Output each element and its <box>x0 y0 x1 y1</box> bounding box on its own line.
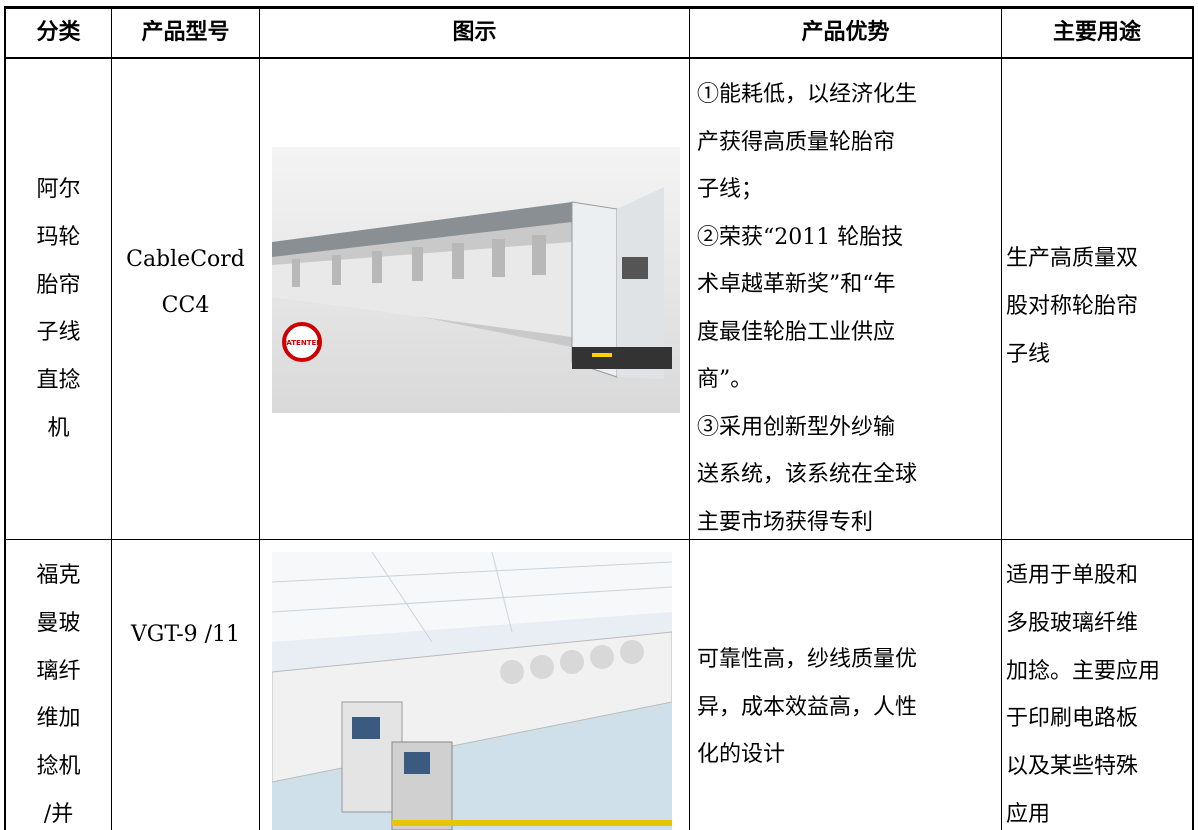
header-cell: 产品型号 <box>141 20 230 45</box>
category-line: 胎帘 <box>36 272 81 298</box>
category-line: 捻机 <box>36 754 81 780</box>
header-cell: 图示 <box>452 20 497 45</box>
usage-line: 应用 <box>1006 802 1051 827</box>
border <box>259 6 260 830</box>
usage-line: 加捻。主要应用 <box>1006 658 1161 684</box>
model-line: CableCord <box>126 247 245 272</box>
product-image: PATENTED <box>272 147 680 413</box>
advantage-line: 送系统，该系统在全球 <box>697 462 918 487</box>
advantage-line: 商”。 <box>697 367 753 392</box>
advantage-line: 术卓越革新奖”和“年 <box>697 272 896 297</box>
border <box>689 6 690 830</box>
usage-line: 以及某些特殊 <box>1006 754 1139 780</box>
advantage-line: 子线； <box>697 177 764 202</box>
border <box>4 57 1194 59</box>
usage-line: 生产高质量双 <box>1006 246 1139 271</box>
advantage-line: 主要市场获得专利 <box>697 509 874 535</box>
usage-line: 于印刷电路板 <box>1006 706 1139 732</box>
border <box>1192 6 1194 830</box>
advantage-line: ③采用创新型外纱输 <box>697 414 896 440</box>
category-line: 璃纤 <box>36 658 81 684</box>
model-line: VGT-9 /11 <box>130 622 241 647</box>
usage-line: 子线 <box>1006 341 1051 367</box>
header-cell: 产品优势 <box>801 20 890 45</box>
header-cell: 主要用途 <box>1052 20 1141 45</box>
usage-line: 股对称轮胎帘 <box>1006 293 1139 319</box>
category-line: 曼玻 <box>36 610 81 636</box>
category-line: 福克 <box>36 563 81 588</box>
border <box>4 539 1194 540</box>
advantage-line: ①能耗低，以经济化生 <box>697 82 918 107</box>
category-line: 直捻 <box>36 368 81 394</box>
category-line: 阿尔 <box>36 177 81 202</box>
border <box>1001 6 1002 830</box>
category-line: 机 <box>47 416 70 441</box>
category-line: 玛轮 <box>36 224 81 250</box>
image-label: PATENTED <box>282 339 322 347</box>
advantage-line: 产获得高质量轮胎帘 <box>697 129 896 155</box>
category-line: /并 <box>43 802 74 827</box>
product-image <box>272 552 672 830</box>
advantage-line: 度最佳轮胎工业供应 <box>697 319 896 345</box>
advantage-line: 化的设计 <box>697 742 786 767</box>
border <box>4 6 1194 9</box>
header-cell: 分类 <box>36 20 81 45</box>
advantage-line: ②荣获“2011 轮胎技 <box>697 224 904 250</box>
model-line: CC4 <box>161 293 210 318</box>
border <box>4 6 6 830</box>
category-line: 维加 <box>36 706 81 732</box>
advantage-line: 可靠性高，纱线质量优 <box>697 647 918 672</box>
usage-line: 适用于单股和 <box>1006 563 1139 588</box>
category-line: 子线 <box>36 320 81 346</box>
usage-line: 多股玻璃纤维 <box>1006 610 1139 636</box>
border <box>111 6 112 830</box>
advantage-line: 异，成本效益高，人性 <box>697 694 918 720</box>
